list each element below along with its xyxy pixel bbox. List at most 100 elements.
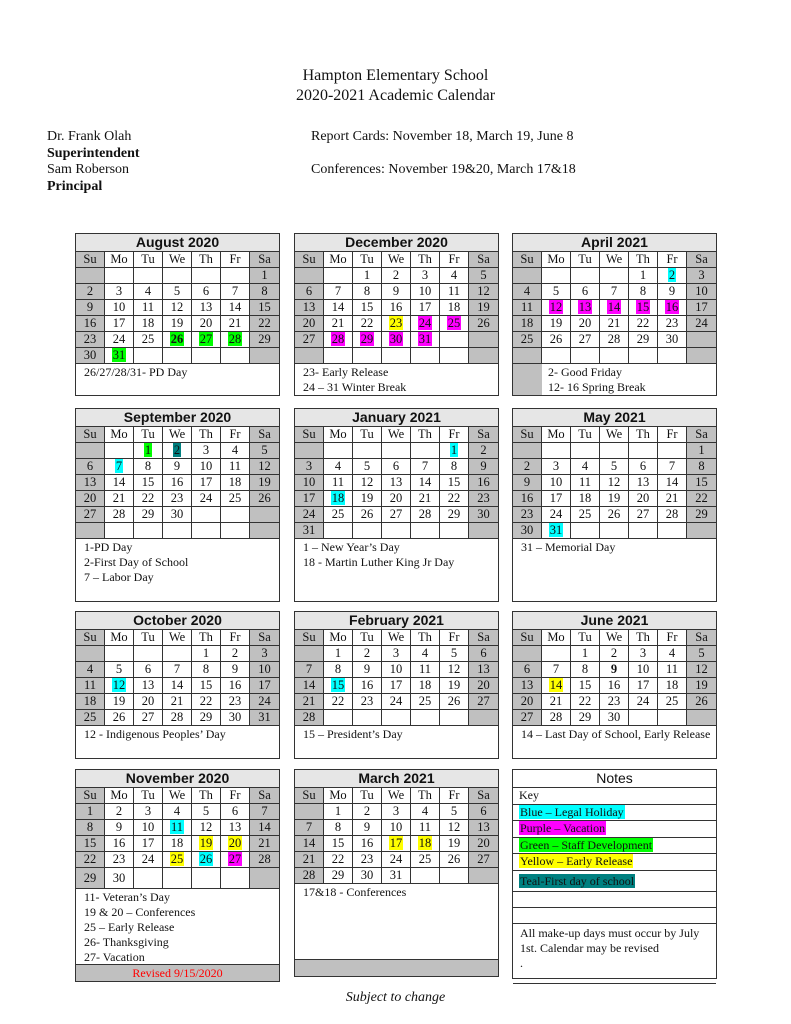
day-cell: 18 bbox=[134, 316, 163, 332]
day-cell: 20 bbox=[571, 316, 600, 332]
day-cell: 18 bbox=[163, 836, 192, 852]
day-cell: 4 bbox=[411, 804, 440, 820]
day-number: 11 bbox=[169, 820, 185, 834]
day-number: 16 bbox=[389, 300, 403, 314]
day-number: 5 bbox=[552, 284, 560, 298]
day-cell: 11 bbox=[324, 475, 353, 491]
day-number: 3 bbox=[115, 284, 123, 298]
day-cell: 10 bbox=[192, 459, 221, 475]
day-number: 13 bbox=[83, 475, 97, 489]
day-number: 2 bbox=[172, 443, 182, 457]
day-number: 1 bbox=[363, 268, 371, 282]
day-number: 9 bbox=[610, 662, 618, 676]
empty-cell bbox=[469, 332, 498, 348]
day-number: 23 bbox=[228, 694, 242, 708]
day-cell: 9 bbox=[221, 662, 250, 678]
day-cell: 8 bbox=[192, 662, 221, 678]
day-cell: 7 bbox=[600, 284, 629, 300]
day-cell: 10 bbox=[687, 284, 716, 300]
weekday-header: Mo bbox=[105, 788, 134, 804]
day-cell: 12 bbox=[440, 662, 469, 678]
day-cell: 22 bbox=[324, 852, 353, 868]
empty-cell bbox=[513, 348, 542, 364]
note-line: 1-PD Day bbox=[84, 540, 133, 554]
day-cell: 5 bbox=[469, 268, 498, 284]
day-cell: 4 bbox=[571, 459, 600, 475]
empty-cell bbox=[250, 523, 279, 539]
day-number: 22 bbox=[360, 316, 374, 330]
day-number: 25 bbox=[228, 491, 242, 505]
day-number: 29 bbox=[331, 868, 345, 882]
day-cell: 13 bbox=[192, 300, 221, 316]
day-cell: 15 bbox=[571, 678, 600, 694]
day-number: 18 bbox=[228, 475, 242, 489]
day-cell: 28 bbox=[600, 332, 629, 348]
month-september-2020: September 2020 Su Mo Tu We Th Fr Sa 1 2 3 4 5 6 7 8 9 10 1… bbox=[75, 408, 280, 602]
day-number: 15 bbox=[330, 678, 346, 692]
day-cell: 21 bbox=[542, 694, 571, 710]
day-number: 30 bbox=[477, 507, 490, 521]
day-cell: 17 bbox=[192, 475, 221, 491]
day-cell: 7 bbox=[542, 662, 571, 678]
month-title: December 2020 bbox=[295, 234, 498, 252]
day-number: 3 bbox=[698, 268, 705, 282]
day-cell: 22 bbox=[192, 694, 221, 710]
day-number: 5 bbox=[698, 646, 705, 660]
day-cell: 15 bbox=[324, 678, 353, 694]
day-cell: 24 bbox=[411, 316, 440, 332]
day-number: 7 bbox=[610, 284, 618, 298]
empty-cell bbox=[353, 443, 382, 459]
day-cell: 16 bbox=[163, 475, 192, 491]
day-number: 26 bbox=[695, 694, 708, 708]
day-number: 5 bbox=[450, 804, 458, 818]
day-number: 13 bbox=[477, 820, 490, 834]
day-cell: 23 bbox=[105, 852, 134, 868]
day-cell: 3 bbox=[105, 284, 134, 300]
weekday-header: Fr bbox=[440, 630, 469, 646]
day-cell: 14 bbox=[411, 475, 440, 491]
day-number: 24 bbox=[417, 316, 433, 330]
day-cell: 1 bbox=[324, 804, 353, 820]
day-number: 28 bbox=[330, 332, 346, 346]
empty-cell bbox=[469, 523, 498, 539]
day-number: 9 bbox=[363, 820, 371, 834]
day-cell: 30 bbox=[163, 507, 192, 523]
day-number: 23 bbox=[388, 316, 404, 330]
day-number: 27 bbox=[389, 507, 403, 521]
day-cell: 23 bbox=[353, 852, 382, 868]
key-item-blue: Blue – Legal Holiday bbox=[513, 804, 716, 821]
key-item-label: Teal-First day of school bbox=[519, 873, 636, 888]
day-number: 23 bbox=[170, 491, 184, 505]
weekday-header: Su bbox=[295, 427, 324, 443]
day-number: 10 bbox=[302, 475, 316, 489]
day-cell: 11 bbox=[658, 662, 687, 678]
day-cell: 5 bbox=[192, 804, 221, 820]
day-cell: 15 bbox=[353, 300, 382, 316]
day-cell: 24 bbox=[382, 852, 411, 868]
day-number: 3 bbox=[261, 646, 268, 660]
day-cell: 10 bbox=[105, 300, 134, 316]
day-cell: 4 bbox=[76, 662, 105, 678]
day-cell: 13 bbox=[629, 475, 658, 491]
day-cell: 8 bbox=[134, 459, 163, 475]
empty-cell bbox=[105, 268, 134, 284]
day-number: 6 bbox=[523, 662, 531, 676]
day-cell: 25 bbox=[411, 694, 440, 710]
day-number: 18 bbox=[665, 678, 679, 692]
day-cell: 3 bbox=[250, 646, 279, 662]
empty-cell bbox=[600, 443, 629, 459]
month-title: April 2021 bbox=[513, 234, 716, 252]
weekday-header: Sa bbox=[687, 630, 716, 646]
day-cell: 16 bbox=[658, 300, 687, 316]
day-cell: 28 bbox=[105, 507, 134, 523]
weekday-header: Su bbox=[513, 630, 542, 646]
superintendent-title: Superintendent bbox=[47, 146, 140, 161]
empty-cell bbox=[440, 868, 469, 884]
day-number: 2 bbox=[115, 804, 123, 818]
weekday-header: We bbox=[382, 630, 411, 646]
day-cell: 30 bbox=[105, 868, 134, 889]
weekday-header: Fr bbox=[440, 788, 469, 804]
subject-to-change: Subject to change bbox=[345, 990, 446, 1005]
month-title: August 2020 bbox=[76, 234, 279, 252]
